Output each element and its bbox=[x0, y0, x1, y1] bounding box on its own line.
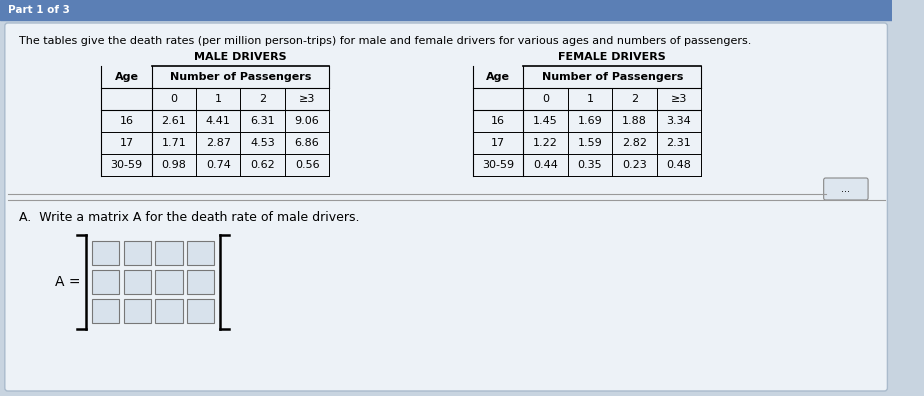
Text: A =: A = bbox=[55, 275, 80, 289]
Bar bbox=[188, 241, 214, 265]
Text: 16: 16 bbox=[119, 116, 133, 126]
Text: FEMALE DRIVERS: FEMALE DRIVERS bbox=[558, 52, 666, 62]
Text: Part 1 of 3: Part 1 of 3 bbox=[7, 5, 69, 15]
Bar bbox=[155, 270, 183, 294]
Text: 0: 0 bbox=[542, 94, 549, 104]
Text: 16: 16 bbox=[492, 116, 505, 126]
Text: 1.88: 1.88 bbox=[622, 116, 647, 126]
Text: 6.31: 6.31 bbox=[250, 116, 275, 126]
Text: 0.23: 0.23 bbox=[622, 160, 647, 170]
Text: 0.62: 0.62 bbox=[250, 160, 275, 170]
Text: 9.06: 9.06 bbox=[295, 116, 320, 126]
Text: 1.22: 1.22 bbox=[533, 138, 558, 148]
Bar bbox=[124, 270, 151, 294]
Bar bbox=[188, 299, 214, 323]
Text: 0.44: 0.44 bbox=[533, 160, 558, 170]
Text: 2: 2 bbox=[631, 94, 638, 104]
FancyBboxPatch shape bbox=[5, 23, 887, 391]
Text: 2: 2 bbox=[259, 94, 266, 104]
Text: 30-59: 30-59 bbox=[482, 160, 515, 170]
FancyBboxPatch shape bbox=[823, 178, 868, 200]
Bar bbox=[91, 299, 119, 323]
Text: 1.69: 1.69 bbox=[578, 116, 602, 126]
Text: 4.41: 4.41 bbox=[206, 116, 231, 126]
Text: Number of Passengers: Number of Passengers bbox=[541, 72, 683, 82]
Bar bbox=[91, 270, 119, 294]
Text: 17: 17 bbox=[492, 138, 505, 148]
Text: 1.45: 1.45 bbox=[533, 116, 558, 126]
Text: Age: Age bbox=[115, 72, 139, 82]
Text: ≥3: ≥3 bbox=[671, 94, 687, 104]
Bar bbox=[155, 299, 183, 323]
Text: 1.71: 1.71 bbox=[162, 138, 186, 148]
Bar bbox=[155, 241, 183, 265]
Bar bbox=[124, 299, 151, 323]
Text: A.  Write a matrix A for the death rate of male drivers.: A. Write a matrix A for the death rate o… bbox=[19, 211, 359, 224]
Text: 0.35: 0.35 bbox=[578, 160, 602, 170]
Bar bbox=[188, 270, 214, 294]
Text: 6.86: 6.86 bbox=[295, 138, 320, 148]
Text: 0.56: 0.56 bbox=[295, 160, 320, 170]
Text: Age: Age bbox=[486, 72, 510, 82]
Text: 2.82: 2.82 bbox=[622, 138, 647, 148]
Text: MALE DRIVERS: MALE DRIVERS bbox=[194, 52, 286, 62]
Text: ...: ... bbox=[842, 184, 850, 194]
Text: 17: 17 bbox=[119, 138, 134, 148]
Text: 1: 1 bbox=[587, 94, 593, 104]
Text: 2.61: 2.61 bbox=[162, 116, 186, 126]
Text: 3.34: 3.34 bbox=[666, 116, 691, 126]
Text: 1.59: 1.59 bbox=[578, 138, 602, 148]
Text: 2.87: 2.87 bbox=[206, 138, 231, 148]
Text: 0.98: 0.98 bbox=[162, 160, 187, 170]
Text: 0.74: 0.74 bbox=[206, 160, 231, 170]
Text: 2.31: 2.31 bbox=[666, 138, 691, 148]
Bar bbox=[124, 241, 151, 265]
Text: ≥3: ≥3 bbox=[298, 94, 315, 104]
Text: 0.48: 0.48 bbox=[666, 160, 691, 170]
Text: The tables give the death rates (per million person-trips) for male and female d: The tables give the death rates (per mil… bbox=[19, 36, 752, 46]
Bar bbox=[91, 241, 119, 265]
Text: 0: 0 bbox=[170, 94, 177, 104]
Text: Number of Passengers: Number of Passengers bbox=[170, 72, 311, 82]
Text: 4.53: 4.53 bbox=[250, 138, 275, 148]
Text: 1: 1 bbox=[214, 94, 222, 104]
Text: 30-59: 30-59 bbox=[111, 160, 142, 170]
Bar bbox=[0, 0, 893, 20]
